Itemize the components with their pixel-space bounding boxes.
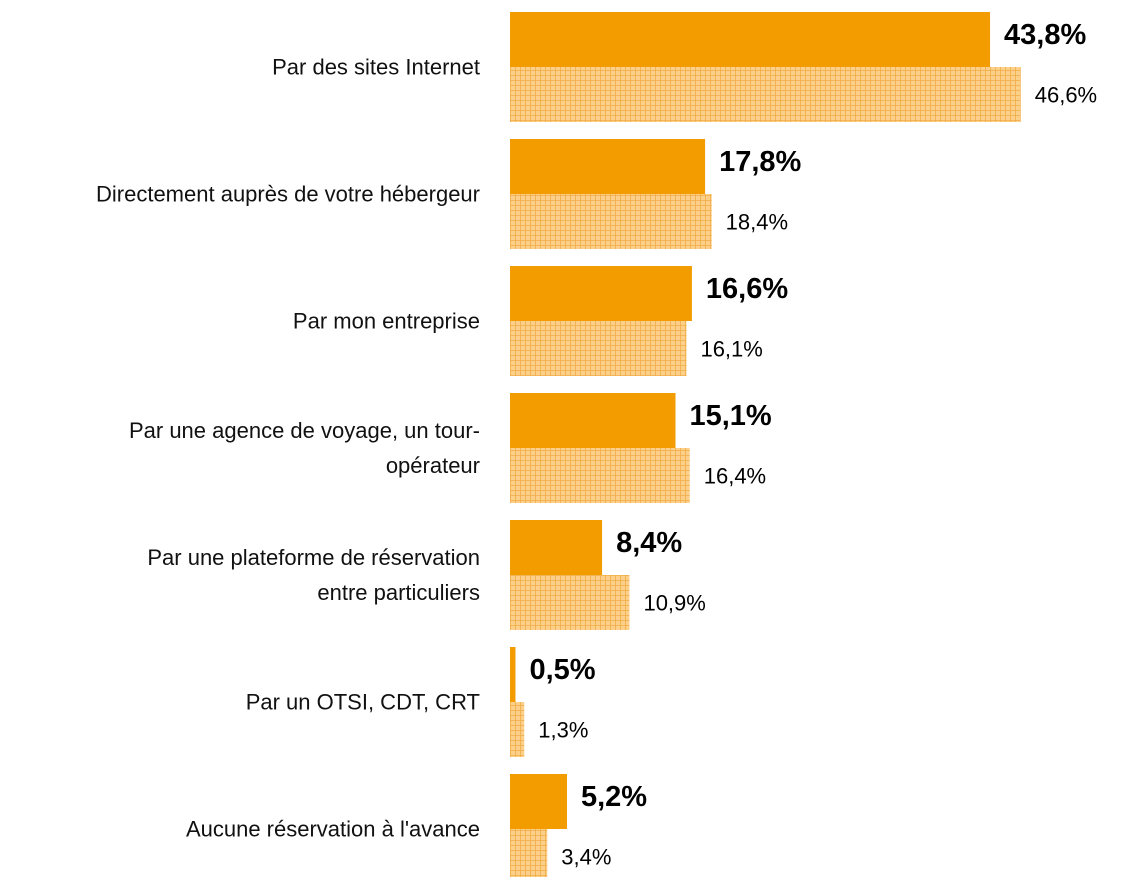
value-label: 8,4% <box>616 527 682 559</box>
value-label: 5,2% <box>581 781 647 813</box>
value-label: 18,4% <box>726 209 788 234</box>
bar <box>510 321 687 376</box>
value-label: 43,8% <box>1004 19 1086 51</box>
value-label: 10,9% <box>643 590 705 615</box>
value-label: 16,4% <box>704 463 766 488</box>
bar <box>510 12 991 67</box>
bar <box>510 829 548 877</box>
bar <box>510 774 567 829</box>
value-label: 16,6% <box>706 273 788 305</box>
bar <box>510 266 692 321</box>
category-label: Par des sites Internet <box>272 54 480 80</box>
bar <box>510 575 630 630</box>
bar <box>510 520 603 575</box>
bar <box>510 393 676 448</box>
value-label: 3,4% <box>561 844 611 869</box>
bar <box>510 647 516 702</box>
value-label: 46,6% <box>1035 82 1097 107</box>
value-label: 17,8% <box>719 146 801 178</box>
bar <box>510 194 712 249</box>
category-label: Directement auprès de votre hébergeur <box>96 181 480 207</box>
value-label: 0,5% <box>529 654 595 686</box>
value-label: 15,1% <box>689 400 771 432</box>
value-label: 16,1% <box>700 336 762 361</box>
category-label: Aucune réservation à l'avance <box>185 816 480 842</box>
bar <box>510 139 706 194</box>
category-label: Par un OTSI, CDT, CRT <box>245 689 480 715</box>
category-label: Par mon entreprise <box>292 308 480 334</box>
bar <box>510 67 1021 122</box>
bar <box>510 448 690 503</box>
bar <box>510 702 525 757</box>
value-label: 1,3% <box>538 717 588 742</box>
category-label: Par une agence de voyage, un tour- opéra… <box>128 418 480 478</box>
category-label: Par une plateforme de réservation entre … <box>147 545 480 605</box>
